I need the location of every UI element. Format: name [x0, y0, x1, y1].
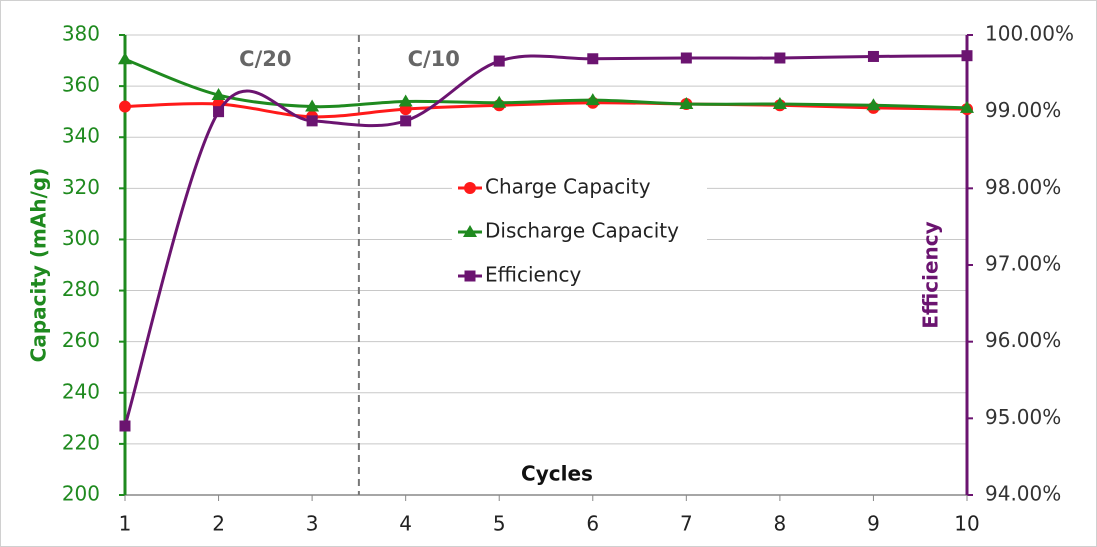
x-tick-label: 5: [493, 512, 506, 536]
y-tick-label: 300: [62, 226, 100, 250]
y-tick-label: 360: [62, 73, 100, 97]
y-tick-label: 280: [62, 277, 100, 301]
x-tick-label: 2: [212, 512, 225, 536]
point: [772, 97, 787, 109]
legend-marker: [463, 225, 477, 237]
y-tick-label: 200: [62, 482, 100, 506]
y2-tick-label: 97.00%: [985, 252, 1061, 276]
legend-label: Discharge Capacity: [485, 219, 679, 243]
legend: [452, 170, 707, 290]
point: [118, 52, 132, 65]
series-line: [124, 101, 968, 119]
point: [961, 50, 973, 62]
legend-marker: [464, 270, 476, 282]
point: [119, 420, 131, 432]
y2-tick-label: 98.00%: [985, 175, 1061, 199]
point: [680, 52, 692, 64]
y2-tick-label: 95.00%: [985, 405, 1061, 429]
series-line: [124, 57, 968, 110]
y-tick-label: 340: [62, 124, 100, 148]
x-tick-label: 6: [586, 512, 599, 536]
y2-axis-label: Efficiency: [919, 221, 943, 328]
point: [398, 94, 413, 107]
point: [587, 53, 599, 65]
y-axis-label: Capacity (mAh/g): [27, 168, 51, 363]
point: [119, 100, 131, 113]
point: [960, 100, 974, 113]
legend-label: Charge Capacity: [485, 175, 651, 199]
x-tick-label: 4: [399, 512, 412, 536]
x-tick-label: 7: [680, 512, 693, 536]
legend-label: Efficiency: [485, 263, 582, 287]
point: [679, 97, 694, 109]
y2-tick-label: 99.00%: [985, 98, 1061, 122]
point: [866, 98, 881, 111]
x-tick-label: 8: [774, 512, 787, 536]
y2-tick-label: 96.00%: [985, 328, 1061, 352]
x-tick-label: 1: [119, 512, 132, 536]
x-tick-label: 3: [306, 512, 319, 536]
annotation: C/10: [408, 47, 460, 71]
x-tick-label: 10: [954, 512, 979, 536]
y2-tick-label: 94.00%: [985, 482, 1061, 506]
point: [492, 95, 507, 108]
point: [400, 115, 412, 127]
y-tick-label: 260: [62, 328, 100, 352]
y-tick-label: 380: [62, 22, 100, 46]
y-tick-label: 220: [62, 430, 100, 454]
y-tick-label: 320: [62, 175, 100, 199]
x-tick-label: 9: [867, 512, 880, 536]
point: [867, 50, 879, 62]
point: [774, 52, 786, 64]
legend-marker: [464, 182, 476, 194]
annotation: C/20: [239, 47, 291, 71]
point: [493, 55, 505, 67]
point: [213, 106, 225, 118]
point: [585, 93, 600, 106]
point: [211, 88, 226, 101]
point: [306, 115, 318, 127]
point: [305, 99, 320, 112]
y-tick-label: 240: [62, 379, 100, 403]
x-axis-label: Cycles: [521, 462, 593, 486]
y2-tick-label: 100.00%: [985, 22, 1074, 46]
